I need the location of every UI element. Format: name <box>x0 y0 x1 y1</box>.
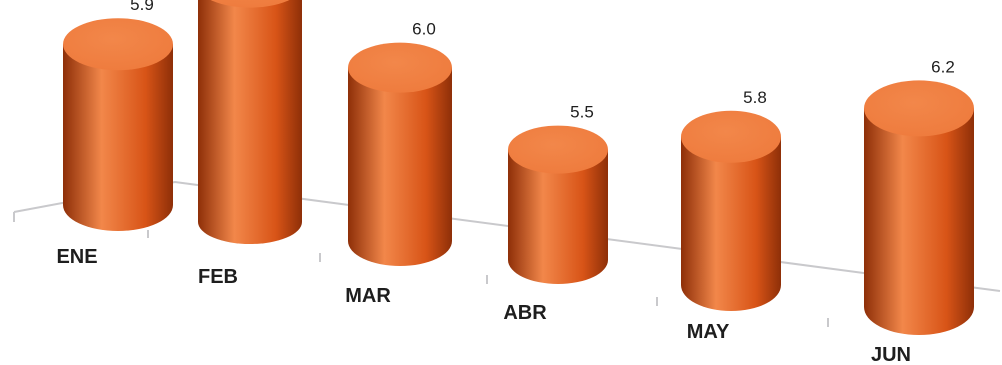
bar-top <box>348 42 452 93</box>
bar-top <box>864 80 974 137</box>
value-label: 5.5 <box>570 103 594 122</box>
bar-top <box>63 18 173 71</box>
value-label: 6.0 <box>412 20 436 39</box>
bar-mar <box>348 42 452 266</box>
value-label: 5.8 <box>743 88 767 107</box>
bar-body <box>348 67 452 266</box>
bar-body <box>198 0 302 244</box>
value-label: 5.9 <box>130 0 154 14</box>
bar-top <box>210 0 290 8</box>
bar-ene <box>63 18 173 231</box>
bar-top <box>681 110 781 163</box>
bar-abr <box>508 125 608 284</box>
category-label: MAY <box>687 321 730 343</box>
bars-group <box>63 0 974 336</box>
bar-body <box>681 136 781 311</box>
bar-may <box>681 110 781 311</box>
category-label: FEB <box>198 266 238 288</box>
category-label: ENE <box>56 246 97 268</box>
value-label: 6.2 <box>931 57 955 76</box>
category-label: ABR <box>503 302 547 324</box>
bar-feb <box>198 0 302 244</box>
category-label: JUN <box>871 344 911 365</box>
category-label: MAR <box>345 285 391 307</box>
bar-top <box>508 125 608 174</box>
bar-body <box>508 149 608 284</box>
bar-jun <box>864 80 974 336</box>
bar-body <box>864 108 974 336</box>
bar-body <box>63 44 173 231</box>
